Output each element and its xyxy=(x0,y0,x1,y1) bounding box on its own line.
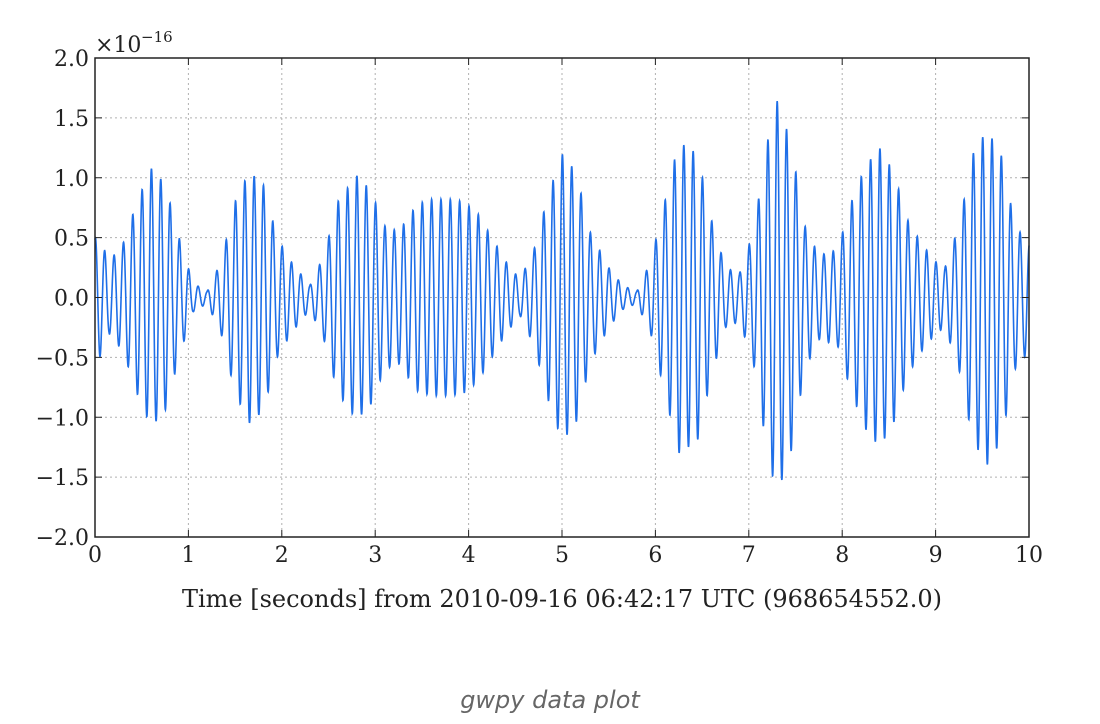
x-tick-label: 6 xyxy=(648,543,662,568)
y-axis-multiplier-base: ×10 xyxy=(95,33,141,58)
y-tick-label: 2.0 xyxy=(54,47,89,72)
y-tick-label: −1.5 xyxy=(36,466,89,491)
y-axis-multiplier-exponent: −16 xyxy=(141,28,173,46)
x-tick-label: 3 xyxy=(368,543,382,568)
x-tick-label: 1 xyxy=(181,543,195,568)
y-tick-label: 0.5 xyxy=(54,227,89,252)
series-line xyxy=(94,100,1030,481)
x-tick-label: 0 xyxy=(88,543,102,568)
x-tick-label: 2 xyxy=(275,543,289,568)
y-tick-label: −0.5 xyxy=(36,346,89,371)
series-strain xyxy=(94,100,1030,481)
y-tick-label: 1.0 xyxy=(54,167,89,192)
x-axis-label: Time [seconds] from 2010-09-16 06:42:17 … xyxy=(182,585,942,613)
y-tick-label: −1.0 xyxy=(36,406,89,431)
x-tick-label: 10 xyxy=(1015,543,1043,568)
y-tick-label: 0.0 xyxy=(54,287,89,312)
y-tick-label: −2.0 xyxy=(36,526,89,551)
x-tick-label: 4 xyxy=(462,543,476,568)
figure-caption: gwpy data plot xyxy=(460,686,640,714)
x-tick-label: 7 xyxy=(742,543,756,568)
x-tick-label: 5 xyxy=(555,543,569,568)
y-axis-multiplier: ×10 −16 xyxy=(95,28,173,58)
x-tick-label: 9 xyxy=(929,543,943,568)
grid xyxy=(94,57,1030,538)
ticks: 0 1 2 3 4 5 6 7 8 9 10 −2.0 −1.5 −1.0 −0.5 0.0 0.5 1.0 1.5… xyxy=(36,47,1043,568)
y-tick-label: 1.5 xyxy=(54,107,89,132)
x-tick-label: 8 xyxy=(835,543,849,568)
